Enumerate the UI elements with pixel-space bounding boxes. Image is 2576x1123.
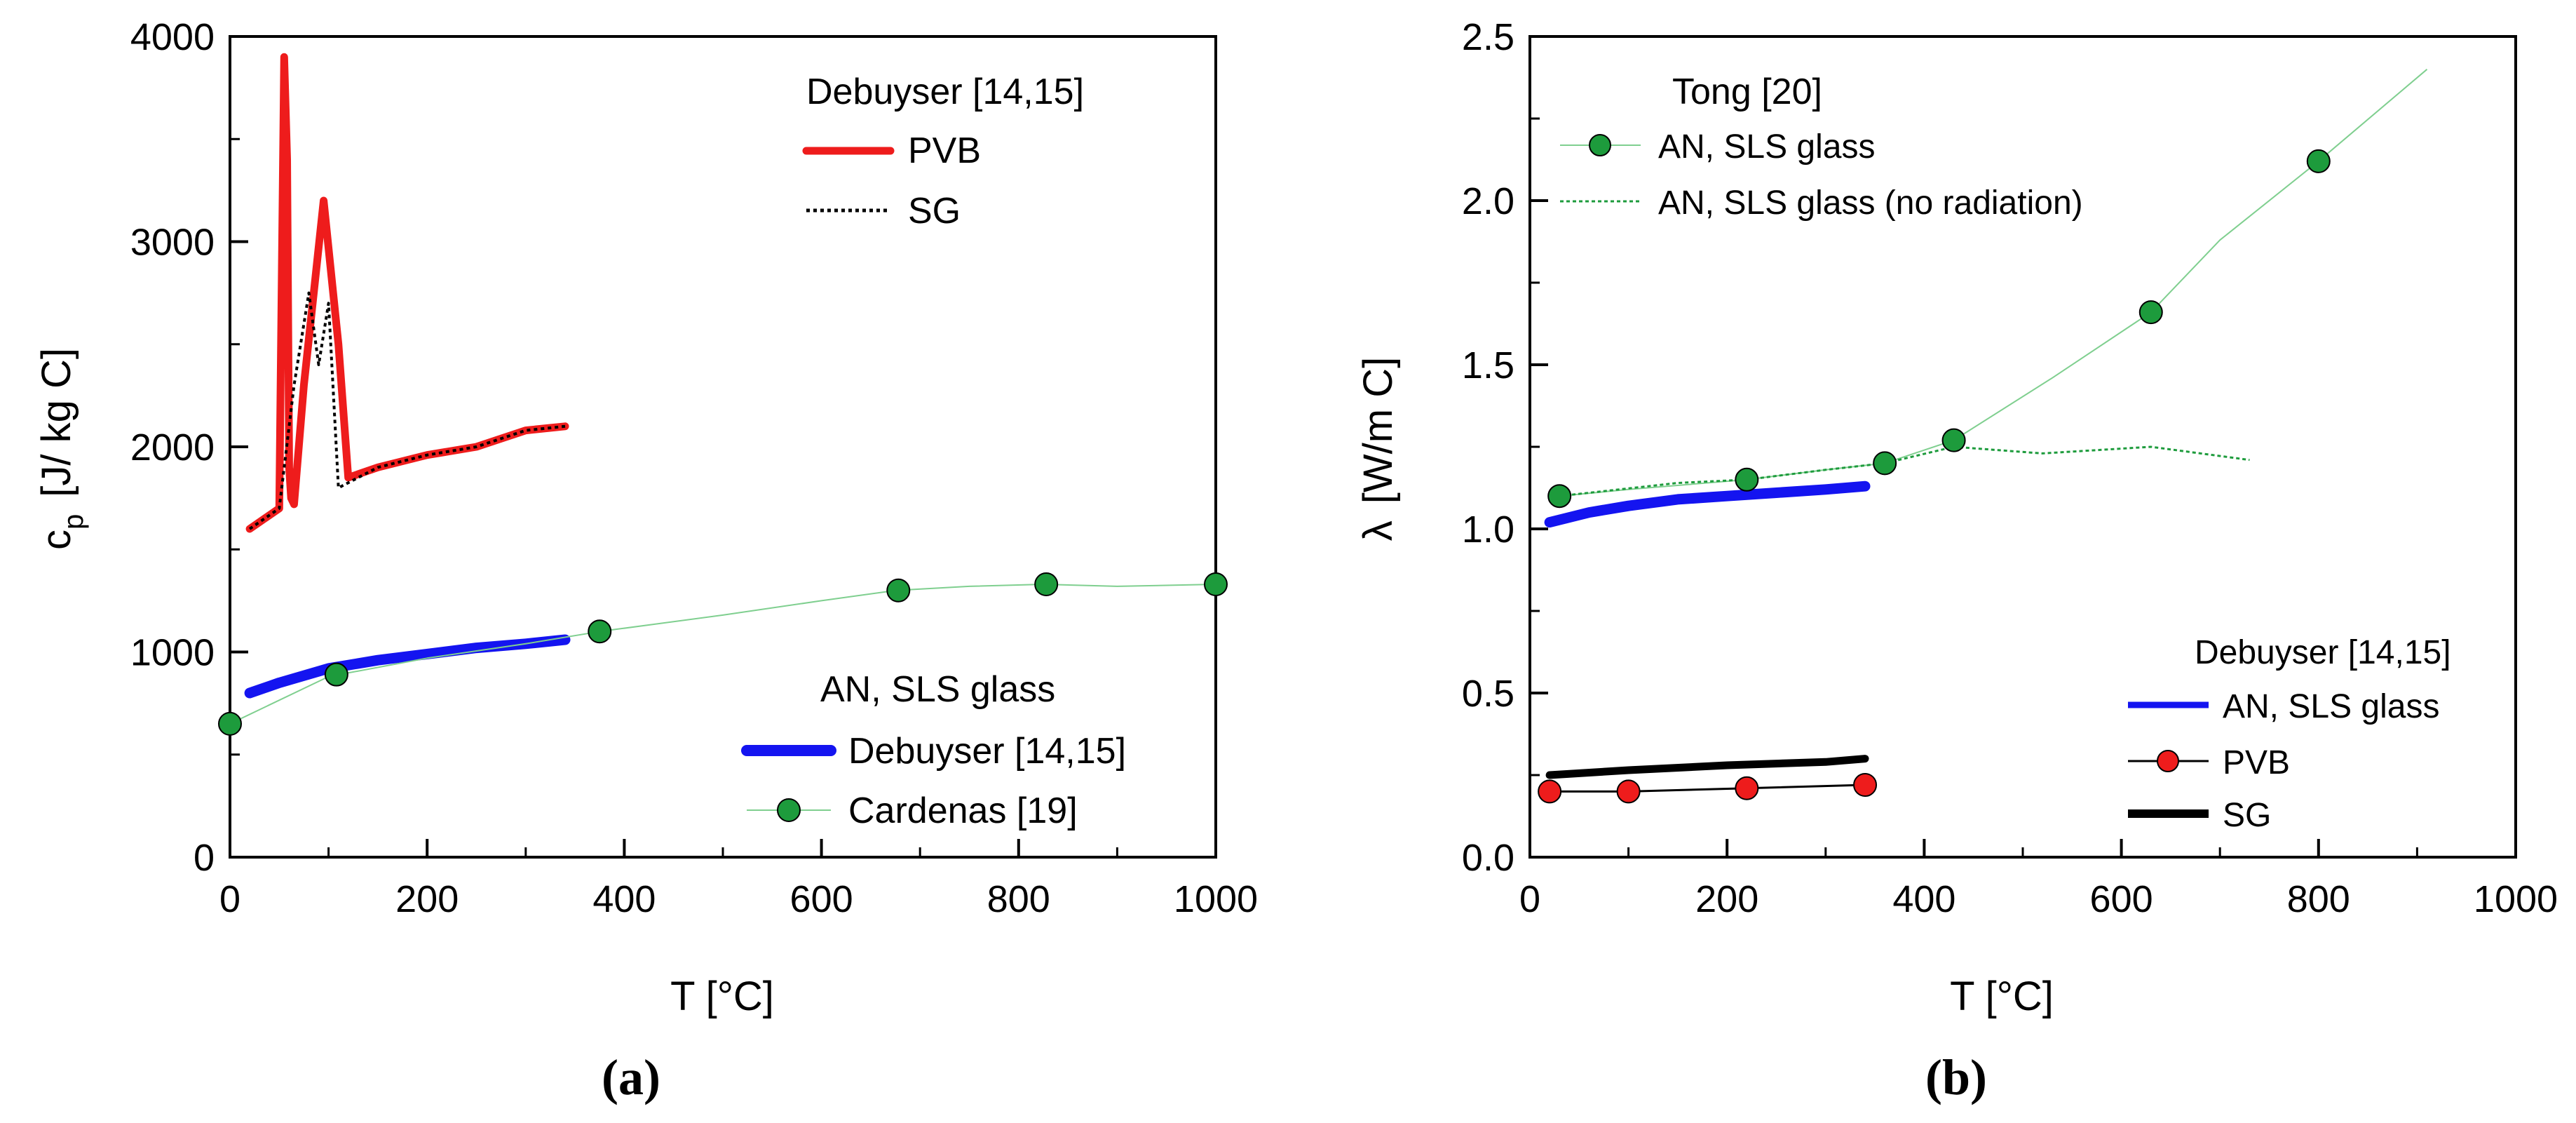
chart-b-y-tick-label: 2.5 <box>1462 16 1514 58</box>
chart-b-legend-an-label: AN, SLS glass <box>2223 688 2439 725</box>
chart-a-series-cardenas-an-sls-glass <box>229 584 1216 725</box>
chart-b-y-tick-labels: 0.0 0.5 1.0 1.5 2.0 2.5 <box>1462 16 1514 879</box>
chart-a-marker <box>218 711 242 736</box>
chart-b-x-tick-label: 0 <box>1519 878 1540 920</box>
chart-a-y-tick-label: 0 <box>194 837 215 879</box>
chart-b-marker <box>1941 428 1966 452</box>
chart-a-marker <box>1034 572 1059 596</box>
chart-b-x-axis-label: T [°C] <box>1950 974 2054 1019</box>
chart-b-y-tick-label: 1.5 <box>1462 344 1514 386</box>
chart-b-series <box>1544 69 2428 793</box>
chart-b-marker <box>2306 149 2331 173</box>
chart-b-ylabel-unit: [W/m C] <box>1355 357 1401 504</box>
chart-a-marker <box>886 578 911 603</box>
chart-b-marker <box>1853 773 1878 798</box>
chart-a-legend-cardenas-label: Cardenas [19] <box>848 791 1078 831</box>
chart-b-y-tick-label: 2.0 <box>1462 180 1514 222</box>
chart-b-x-tick-label: 800 <box>2287 878 2350 920</box>
chart-a-ylabel-main: c <box>34 530 79 550</box>
chart-b-legend2-title: Debuyser [14,15] <box>2195 634 2451 671</box>
svg-text:λ[W/m C]: λ [W/m C] <box>1355 357 1401 541</box>
chart-a-panel-label: (a) <box>602 1049 660 1105</box>
chart-b: 0 200 400 600 800 1000 0.0 0.5 1.0 1.5 2.0 2.5 λ [W… <box>1355 16 2558 1105</box>
chart-a-series-pvb <box>245 53 569 533</box>
chart-a-ylabel-sub: p <box>58 514 89 530</box>
chart-a-series-debuyser-an-sls-glass <box>244 634 571 699</box>
chart-b-legend-pvb-label: PVB <box>2223 744 2290 781</box>
chart-a: 0 200 400 600 800 1000 0 1000 2000 3000 4000 cp [J… <box>34 16 1258 1105</box>
chart-b-series-sg <box>1545 755 1869 779</box>
chart-b-legend-sg-label: SG <box>2223 797 2271 834</box>
chart-a-ylabel-unit: [J/ kg C] <box>34 348 79 497</box>
chart-a-ticks <box>229 35 1217 859</box>
chart-a-legend-sg-label: SG <box>908 191 961 231</box>
chart-a-marker <box>324 662 348 687</box>
chart-a-y-tick-label: 3000 <box>130 222 215 264</box>
chart-b-marker <box>1735 467 1759 492</box>
chart-a-legend2-title: AN, SLS glass <box>820 669 1055 710</box>
chart-a-legend-pvb-label: PVB <box>908 130 981 171</box>
chart-a-x-tick-label: 400 <box>592 878 656 920</box>
chart-a-x-axis-label: T [°C] <box>670 974 774 1019</box>
chart-a-y-tick-label: 1000 <box>130 632 215 674</box>
chart-b-legend-tong: Tong [20] AN, SLS glass AN, SLS glass (n… <box>1560 72 2083 222</box>
chart-b-y-axis-label: λ [W/m C] <box>1355 357 1401 541</box>
chart-a-x-tick-labels: 0 200 400 600 800 1000 <box>219 878 1258 920</box>
chart-a-legend-cardenas-marker <box>777 798 801 822</box>
chart-a-legend1-title: Debuyser [14,15] <box>806 72 1084 112</box>
chart-a-x-tick-label: 1000 <box>1174 878 1258 920</box>
chart-a-y-tick-label: 2000 <box>130 426 215 469</box>
chart-b-legend-tong-norad-label: AN, SLS glass (no radiation) <box>1658 184 2083 222</box>
chart-a-legend-debuyser: Debuyser [14,15] PVB SG <box>802 72 1084 231</box>
chart-a-markers <box>218 572 1228 736</box>
chart-b-x-tick-label: 400 <box>1892 878 1955 920</box>
chart-b-marker <box>1735 776 1759 800</box>
chart-b-ticks <box>1528 35 2517 859</box>
chart-a-y-tick-labels: 0 1000 2000 3000 4000 <box>130 16 215 879</box>
chart-b-series-debuyser-an-sls-glass <box>1544 480 1871 528</box>
chart-b-markers <box>1538 149 2331 804</box>
chart-a-legend-debuyser-label: Debuyser [14,15] <box>848 731 1126 772</box>
chart-b-legend1-title: Tong [20] <box>1672 72 1822 112</box>
chart-b-panel-label: (b) <box>1925 1049 1987 1105</box>
chart-a-marker <box>588 619 612 644</box>
chart-b-marker <box>1616 779 1641 804</box>
chart-a-legend-an-sls: AN, SLS glass Debuyser [14,15] Cardenas … <box>741 669 1126 831</box>
chart-b-legend-pvb-marker <box>2157 750 2179 772</box>
chart-b-y-tick-label: 1.0 <box>1462 509 1514 551</box>
chart-b-ylabel-main: λ <box>1355 520 1401 541</box>
chart-a-x-tick-label: 600 <box>790 878 853 920</box>
chart-b-marker <box>1547 484 1572 509</box>
chart-b-y-tick-label: 0.0 <box>1462 837 1514 879</box>
chart-a-series <box>229 53 1216 725</box>
chart-b-series-tong-an-sls-glass-no-radiation <box>1559 445 2250 497</box>
chart-a-y-tick-label: 4000 <box>130 16 215 58</box>
chart-b-x-tick-labels: 0 200 400 600 800 1000 <box>1519 878 2558 920</box>
chart-b-series-pvb <box>1550 784 1866 793</box>
chart-b-legend-debuyser: Debuyser [14,15] AN, SLS glass PVB SG <box>2128 634 2451 834</box>
chart-a-y-axis-label: cp [J/ kg C] <box>34 348 89 550</box>
chart-b-marker <box>1538 779 1562 804</box>
chart-a-x-tick-label: 200 <box>395 878 459 920</box>
chart-b-legend-tong-label: AN, SLS glass <box>1658 128 1875 166</box>
svg-text:cp[J/ kg C]: cp [J/ kg C] <box>34 348 89 550</box>
chart-b-x-tick-label: 200 <box>1695 878 1758 920</box>
chart-a-marker <box>1204 572 1228 596</box>
chart-b-marker <box>2138 300 2163 325</box>
chart-b-legend-tong-marker <box>1589 134 1611 156</box>
chart-a-x-tick-label: 800 <box>987 878 1050 920</box>
chart-b-marker <box>1873 451 1897 476</box>
chart-a-x-tick-label: 0 <box>219 878 240 920</box>
chart-b-x-tick-label: 600 <box>2090 878 2153 920</box>
chart-b-y-tick-label: 0.5 <box>1462 673 1514 715</box>
chart-b-x-tick-label: 1000 <box>2474 878 2558 920</box>
